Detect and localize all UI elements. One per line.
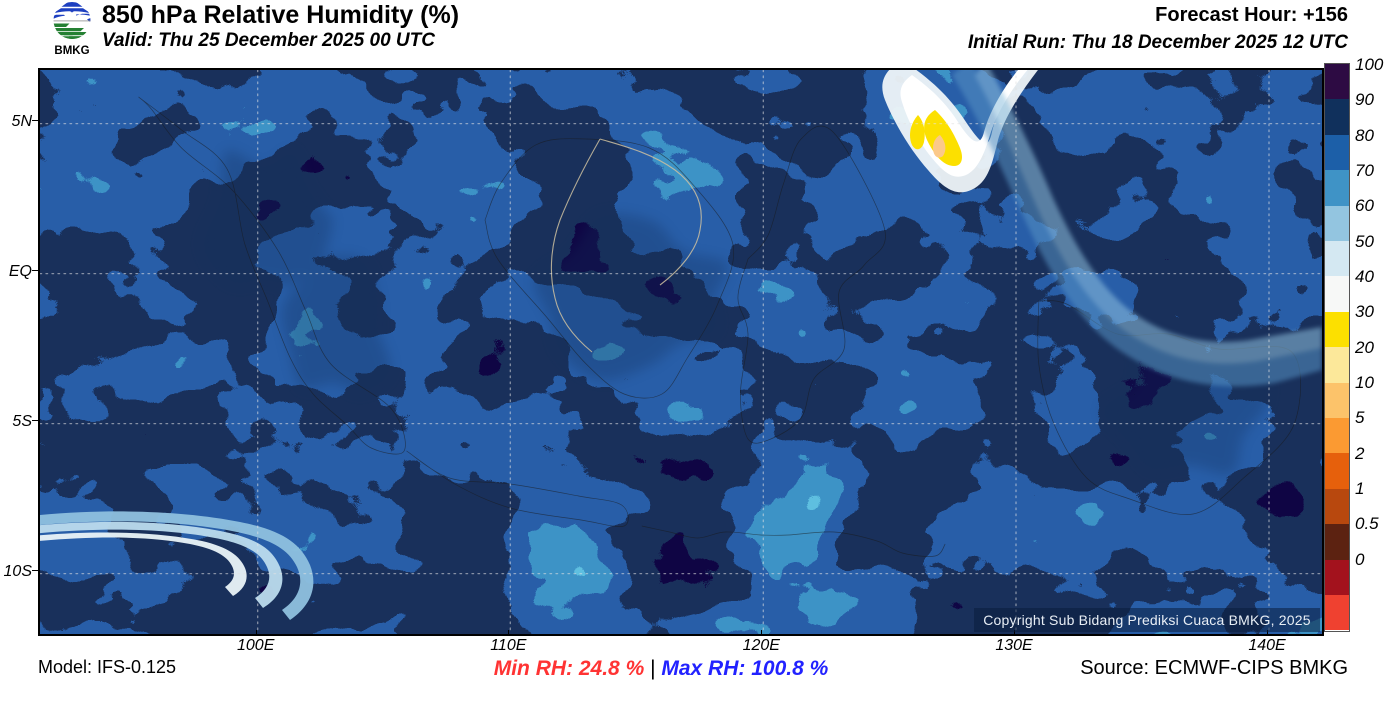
svg-text:BMKG: BMKG [54, 45, 89, 57]
